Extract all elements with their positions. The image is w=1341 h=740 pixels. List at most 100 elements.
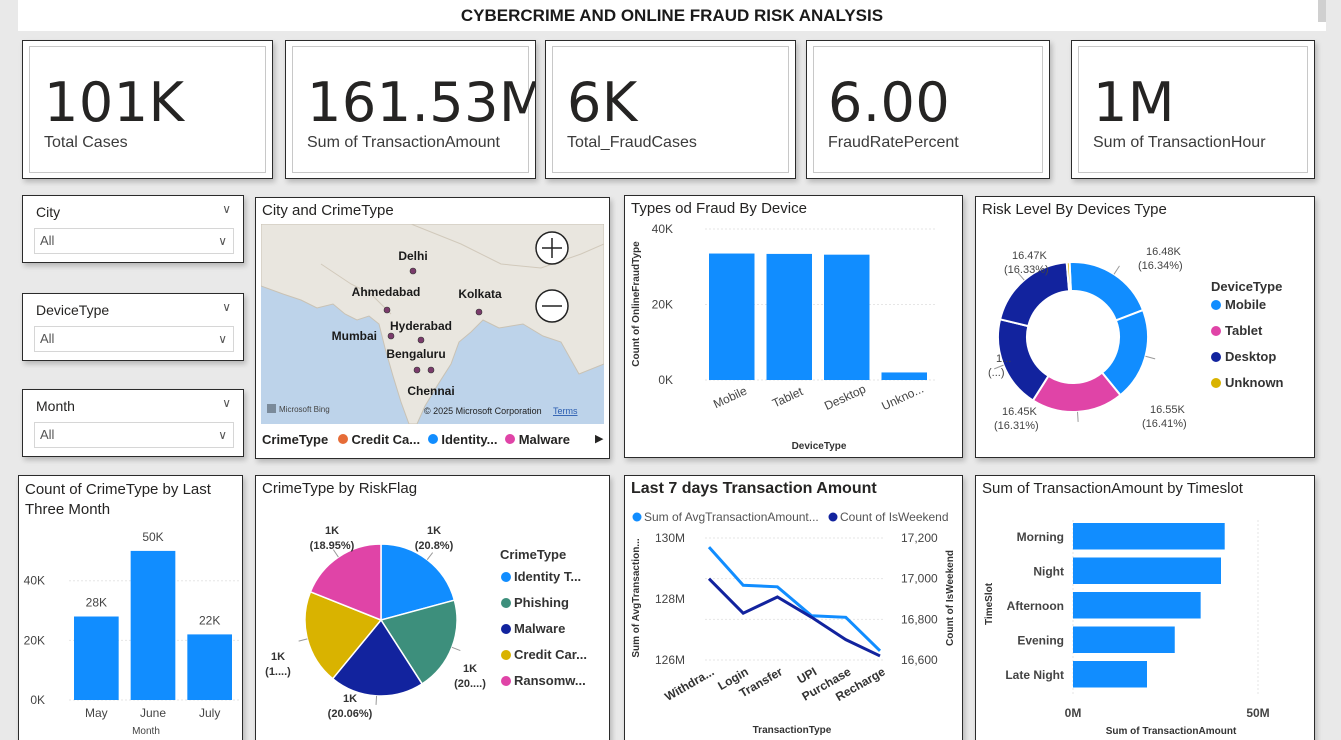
- kpi-inner: 6K Total_FraudCases: [552, 46, 789, 173]
- x-tick-label: July: [199, 706, 220, 720]
- x-tick-label: 50M: [1246, 706, 1269, 720]
- legend-dot-icon: [632, 512, 642, 522]
- map-city-label: Chennai: [407, 384, 454, 398]
- page-title: CYBERCRIME AND ONLINE FRAUD RISK ANALYSI…: [18, 0, 1326, 31]
- data-label: 1...: [996, 353, 1011, 365]
- slicer-devicetype[interactable]: DeviceType ∨ All ∨: [22, 293, 244, 361]
- scrollbar[interactable]: [1318, 0, 1326, 22]
- zoom-out-button[interactable]: [535, 289, 569, 323]
- x-axis-title: DeviceType: [792, 441, 847, 452]
- leader-line: [1017, 272, 1025, 281]
- legend-next-icon[interactable]: ▶: [595, 433, 604, 445]
- y-tick-label: Late Night: [1005, 668, 1064, 682]
- x-tick-label: 0M: [1065, 706, 1082, 720]
- y-tick-label: Morning: [1017, 530, 1064, 544]
- city-dropdown[interactable]: All ∨: [34, 228, 234, 254]
- map-terms-link[interactable]: Terms: [553, 406, 578, 416]
- leader-line: [451, 646, 461, 652]
- legend-dot-icon: [501, 598, 511, 608]
- timeslot-chart[interactable]: Morning Night Afternoon Evening Late Night 0M…: [976, 476, 1315, 740]
- kpi-value: 6.00: [828, 71, 951, 134]
- kpi-value: 1M: [1093, 71, 1175, 134]
- bar: [1073, 523, 1225, 550]
- legend-label: Phishing: [514, 595, 569, 610]
- data-label: (16.41%): [1142, 418, 1187, 430]
- donut-slice: [1065, 261, 1072, 293]
- visual-title: Last 7 days Transaction Amount: [631, 480, 877, 497]
- x-tick-label: June: [140, 706, 166, 720]
- bar: [74, 616, 119, 700]
- legend-dot-icon: [1211, 352, 1221, 362]
- y-tick-label: Night: [1033, 565, 1064, 579]
- kpi-fraud-cases[interactable]: 6K Total_FraudCases: [545, 40, 796, 179]
- chevron-down-icon[interactable]: ∨: [222, 396, 231, 410]
- legend-dot-icon: [501, 572, 511, 582]
- visual-title: Sum of TransactionAmount by Timeslot: [982, 480, 1243, 497]
- y-right-tick-label: 17,000: [901, 572, 938, 586]
- crime-months-card[interactable]: Count of CrimeType by Last Three Month 0…: [18, 475, 243, 740]
- chevron-down-icon[interactable]: ∨: [222, 300, 231, 314]
- slicer-month[interactable]: Month ∨ All ∨: [22, 389, 244, 457]
- risk-by-device-chart[interactable]: 16.48K (16.34%) 16.55K (16.41%) 16.45K (16.31…: [976, 197, 1315, 458]
- dropdown-value: All: [40, 331, 55, 346]
- legend-item[interactable]: Identity...: [427, 432, 497, 447]
- month-dropdown[interactable]: All ∨: [34, 422, 234, 448]
- y-left-axis-title: Sum of AvgTransaction...: [631, 538, 642, 657]
- leader-line: [1113, 265, 1120, 275]
- kpi-transaction-amount[interactable]: 161.53M Sum of TransactionAmount: [285, 40, 536, 179]
- kpi-inner: 1M Sum of TransactionHour: [1078, 46, 1308, 173]
- crime-riskflag-card[interactable]: CrimeType by RiskFlag 1K (20.8%) 1K (20....…: [255, 475, 610, 740]
- kpi-inner: 161.53M Sum of TransactionAmount: [292, 46, 535, 173]
- map-marker: [409, 267, 417, 275]
- zoom-in-button[interactable]: [535, 231, 569, 265]
- kpi-label: Total_FraudCases: [567, 134, 697, 151]
- y-tick-label: 20K: [652, 298, 673, 312]
- data-label: 1K: [427, 525, 441, 537]
- legend-label: Unknown: [1225, 375, 1284, 390]
- last7-chart[interactable]: 16,600 16,800 17,000 17,200 126M 128M 130M Sum …: [625, 476, 963, 740]
- last7-card[interactable]: Last 7 days Transaction Amount 16,600 16,…: [624, 475, 963, 740]
- legend-dot-icon: [828, 512, 838, 522]
- legend-title: CrimeType: [262, 432, 329, 447]
- kpi-label: Sum of TransactionHour: [1093, 134, 1266, 151]
- data-label: 28K: [86, 596, 107, 610]
- kpi-transaction-hour[interactable]: 1M Sum of TransactionHour: [1071, 40, 1315, 179]
- map-land: [261, 224, 604, 424]
- fraud-by-device-chart[interactable]: 0K 20K 40K Mobile Tablet Desktop Unkno... Devic…: [625, 196, 963, 458]
- map-visual[interactable]: City and CrimeType Delhi Ahmedabad Kolkata…: [255, 197, 610, 459]
- risk-by-device-card[interactable]: Risk Level By Devices Type 16.48K (16.34%…: [975, 196, 1315, 458]
- leader-line: [1077, 411, 1079, 422]
- pie-slice: [380, 543, 456, 621]
- crime-riskflag-chart[interactable]: 1K (20.8%) 1K (20....) 1K (20.06%) 1K (1....) 1K…: [256, 476, 610, 740]
- map-legend: CrimeType Credit Ca... Identity... Malwa…: [262, 432, 570, 447]
- visual-title: City and CrimeType: [262, 202, 394, 219]
- leader-line: [332, 549, 339, 558]
- crime-months-chart[interactable]: 0K 20K 40K 28K May 50K June 22K July Month: [19, 476, 243, 740]
- x-axis-title: Sum of TransactionAmount: [1106, 726, 1237, 737]
- bing-logo-icon: [267, 404, 276, 413]
- kpi-label: Total Cases: [44, 134, 128, 151]
- slicer-city[interactable]: City ∨ All ∨: [22, 195, 244, 263]
- dropdown-value: All: [40, 427, 55, 442]
- data-label: 16.55K: [1150, 404, 1186, 416]
- data-label: 16.48K: [1146, 246, 1182, 258]
- kpi-fraud-rate[interactable]: 6.00 FraudRatePercent: [806, 40, 1050, 179]
- legend-dot-icon: [1211, 326, 1221, 336]
- fraud-by-device-card[interactable]: Types od Fraud By Device 0K 20K 40K Mobile T…: [624, 195, 963, 458]
- visual-title: CrimeType by RiskFlag: [262, 480, 418, 497]
- kpi-value: 6K: [567, 71, 638, 134]
- kpi-inner: 101K Total Cases: [29, 46, 266, 173]
- legend-dot-icon: [337, 434, 348, 444]
- kpi-total-cases[interactable]: 101K Total Cases: [22, 40, 273, 179]
- legend-item[interactable]: Credit Ca...: [337, 432, 420, 447]
- legend-dot-icon: [501, 624, 511, 634]
- map-canvas[interactable]: Delhi Ahmedabad Kolkata Hyderabad Mumbai Beng…: [261, 224, 604, 424]
- data-label: (20.06%): [328, 708, 373, 720]
- chevron-down-icon[interactable]: ∨: [222, 202, 231, 216]
- legend-item[interactable]: Malware: [505, 432, 570, 447]
- timeslot-card[interactable]: Sum of TransactionAmount by Timeslot Mor…: [975, 475, 1315, 740]
- visual-title: Count of CrimeType by Last Three Month: [25, 481, 211, 518]
- legend-label: Identity T...: [514, 569, 581, 584]
- bar: [1073, 626, 1175, 653]
- devicetype-dropdown[interactable]: All ∨: [34, 326, 234, 352]
